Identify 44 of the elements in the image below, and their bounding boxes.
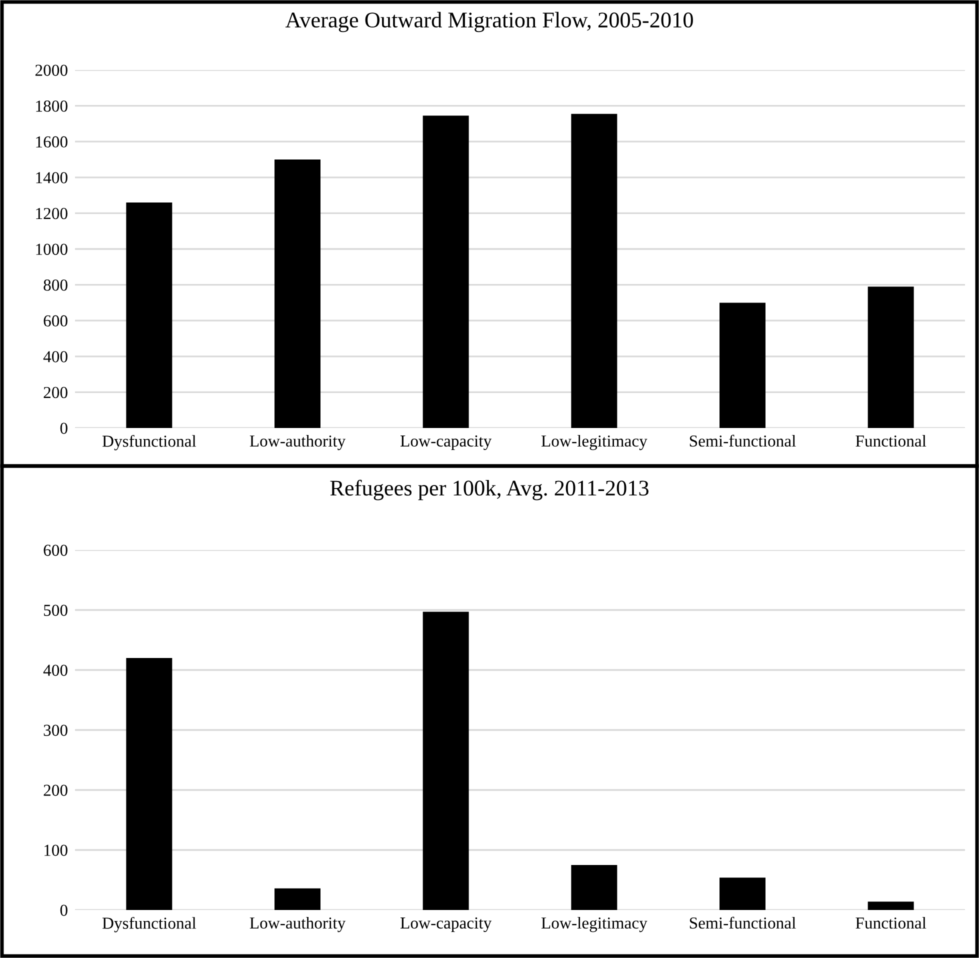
y-tick-label: 300	[44, 724, 68, 736]
y-tick-label: 1800	[36, 100, 68, 112]
y-tick-label: 400	[43, 664, 68, 676]
x-tick-label: Semi-functional	[690, 434, 796, 447]
x-tick-label: Low-legitimacy	[541, 434, 648, 450]
y-tick-label: 200	[44, 386, 68, 398]
bar	[571, 114, 618, 428]
x-tick-label: Functional	[856, 434, 926, 447]
y-tick-label: 200	[44, 784, 68, 796]
x-tick-label: Low-authority	[250, 434, 346, 450]
bar	[868, 286, 914, 428]
y-tick-label: 400	[43, 351, 68, 362]
chart-title: Average Outward Migration Flow, 2005-2010	[285, 12, 693, 32]
x-tick-label: Dysfunctional	[102, 916, 196, 932]
y-tick-label: 100	[44, 844, 68, 856]
x-tick-label: Low-capacity	[400, 435, 492, 450]
bar	[720, 302, 766, 428]
bar	[126, 202, 172, 428]
bar	[274, 888, 320, 910]
bar	[126, 658, 172, 910]
y-tick-label: 1400	[36, 172, 68, 184]
y-tick-label: 0	[60, 422, 68, 434]
bar	[720, 878, 766, 910]
y-tick-label: 600	[44, 315, 68, 327]
chart-title: Refugees per 100k, Avg. 2011-2013	[330, 480, 648, 500]
x-tick-label: Low-capacity	[400, 917, 492, 932]
y-tick-label: 0	[60, 904, 68, 916]
x-tick-label: Semi-functional	[690, 916, 796, 929]
bar	[422, 612, 469, 910]
y-tick-label: 2000	[35, 64, 68, 76]
bar	[571, 865, 618, 910]
bar	[422, 116, 469, 428]
x-tick-label: Dysfunctional	[102, 434, 196, 450]
y-tick-label: 1200	[36, 208, 68, 220]
bar	[274, 160, 320, 428]
y-tick-label: 600	[44, 544, 68, 556]
x-tick-label: Low-authority	[250, 916, 346, 932]
y-tick-label: 800	[44, 280, 68, 291]
x-tick-label: Functional	[856, 916, 926, 929]
y-tick-label: 1000	[36, 244, 68, 255]
x-tick-label: Low-legitimacy	[541, 916, 648, 932]
bar	[868, 902, 914, 910]
y-tick-label: 500	[44, 604, 68, 616]
y-tick-label: 1600	[36, 136, 68, 148]
